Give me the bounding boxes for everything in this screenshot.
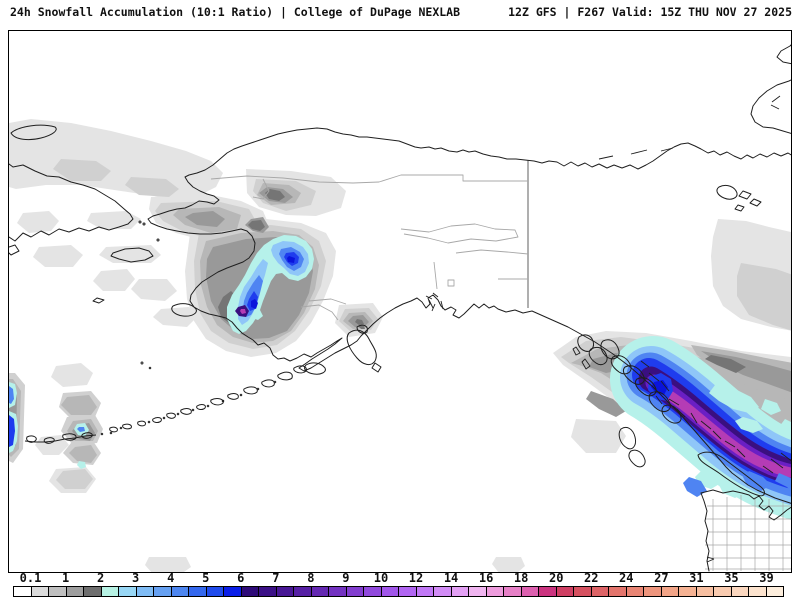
colorbar-label-35: 35 bbox=[724, 571, 739, 585]
coastline-layer bbox=[9, 44, 791, 572]
colorbar-segment-14 bbox=[240, 586, 259, 597]
colorbar-segment-40 bbox=[695, 586, 714, 597]
colorbar-labels: 0.1 1 2 3 4 5 6 7 8 9 10 12 14 16 18 20 22 24 27 31 35 39 bbox=[0, 571, 800, 585]
colorbar-segment-39 bbox=[678, 586, 697, 597]
colorbar-segment-15 bbox=[258, 586, 277, 597]
colorbar-segment-18 bbox=[310, 586, 329, 597]
colorbar-label-9: 9 bbox=[342, 571, 350, 585]
colorbar-segment-35 bbox=[608, 586, 627, 597]
map-title: 24h Snowfall Accumulation (10:1 Ratio) |… bbox=[10, 5, 461, 19]
colorbar-segment-36 bbox=[625, 586, 644, 597]
colorbar-label-10: 10 bbox=[373, 571, 389, 585]
admin-border-layer bbox=[210, 160, 529, 321]
colorbar-segment-3 bbox=[48, 586, 67, 597]
colorbar-segment-37 bbox=[643, 586, 662, 597]
colorbar-label-1: 1 bbox=[61, 571, 70, 585]
colorbar-segment-25 bbox=[433, 586, 452, 597]
colorbar-segment-38 bbox=[660, 586, 679, 597]
colorbar-segment-31 bbox=[538, 586, 557, 597]
colorbar-label-22: 22 bbox=[584, 571, 599, 585]
colorbar-segment-34 bbox=[590, 586, 609, 597]
colorbar-segment-22 bbox=[380, 586, 399, 597]
colorbar-segment-11 bbox=[188, 586, 207, 597]
colorbar-segment-8 bbox=[135, 586, 154, 597]
colorbar-label-4: 4 bbox=[167, 571, 175, 585]
colorbar-label-0.1: 0.1 bbox=[19, 571, 42, 585]
colorbar-label-2: 2 bbox=[96, 571, 105, 585]
colorbar-segment-1 bbox=[13, 586, 32, 597]
colorbar-segment-41 bbox=[713, 586, 732, 597]
colorbar-segment-43 bbox=[748, 586, 767, 597]
colorbar-label-24: 24 bbox=[619, 571, 634, 585]
colorbar-segment-13 bbox=[223, 586, 242, 597]
colorbar-segment-9 bbox=[153, 586, 172, 597]
colorbar-segment-27 bbox=[468, 586, 487, 597]
colorbar-segment-19 bbox=[328, 586, 347, 597]
colorbar-label-27: 27 bbox=[654, 571, 669, 585]
colorbar-segment-30 bbox=[520, 586, 539, 597]
colorbar-segment-42 bbox=[730, 586, 749, 597]
colorbar-segment-32 bbox=[555, 586, 574, 597]
colorbar-label-39: 39 bbox=[759, 571, 774, 585]
map-frame bbox=[8, 30, 792, 573]
colorbar-label-7: 7 bbox=[272, 571, 280, 585]
colorbar-label-20: 20 bbox=[548, 571, 564, 585]
colorbar-label-5: 5 bbox=[202, 571, 210, 585]
model-run-valid-time: 12Z GFS | F267 Valid: 15Z THU NOV 27 202… bbox=[508, 5, 792, 19]
colorbar-label-14: 14 bbox=[443, 571, 459, 585]
colorbar-label-31: 31 bbox=[689, 571, 704, 585]
colorbar-segment-6 bbox=[100, 586, 119, 597]
colorbar-segment-23 bbox=[398, 586, 417, 597]
colorbar-segment-28 bbox=[485, 586, 504, 597]
colorbar bbox=[13, 586, 784, 597]
colorbar-segment-17 bbox=[293, 586, 312, 597]
colorbar-label-6: 6 bbox=[237, 571, 245, 585]
colorbar-segment-7 bbox=[118, 586, 137, 597]
colorbar-segment-44 bbox=[765, 586, 784, 597]
colorbar-segment-24 bbox=[415, 586, 434, 597]
colorbar-segment-10 bbox=[170, 586, 189, 597]
map-canvas bbox=[9, 44, 791, 572]
colorbar-segment-29 bbox=[503, 586, 522, 597]
header-bar: 24h Snowfall Accumulation (10:1 Ratio) |… bbox=[0, 3, 800, 23]
colorbar-label-8: 8 bbox=[307, 571, 315, 585]
colorbar-segment-2 bbox=[30, 586, 49, 597]
colorbar-label-18: 18 bbox=[513, 571, 529, 585]
colorbar-segment-16 bbox=[275, 586, 294, 597]
colorbar-label-16: 16 bbox=[478, 571, 494, 585]
colorbar-segment-21 bbox=[363, 586, 382, 597]
county-grid-washington bbox=[705, 495, 791, 571]
colorbar-segment-26 bbox=[450, 586, 469, 597]
colorbar-segment-20 bbox=[345, 586, 364, 597]
colorbar-label-12: 12 bbox=[408, 571, 424, 585]
colorbar-segment-33 bbox=[573, 586, 592, 597]
colorbar-segment-4 bbox=[65, 586, 84, 597]
colorbar-label-3: 3 bbox=[132, 571, 140, 585]
southeast-snow-band bbox=[610, 336, 791, 520]
colorbar-segment-5 bbox=[83, 586, 102, 597]
west-alaska-snow-blob bbox=[227, 235, 314, 334]
colorbar-segment-12 bbox=[205, 586, 224, 597]
